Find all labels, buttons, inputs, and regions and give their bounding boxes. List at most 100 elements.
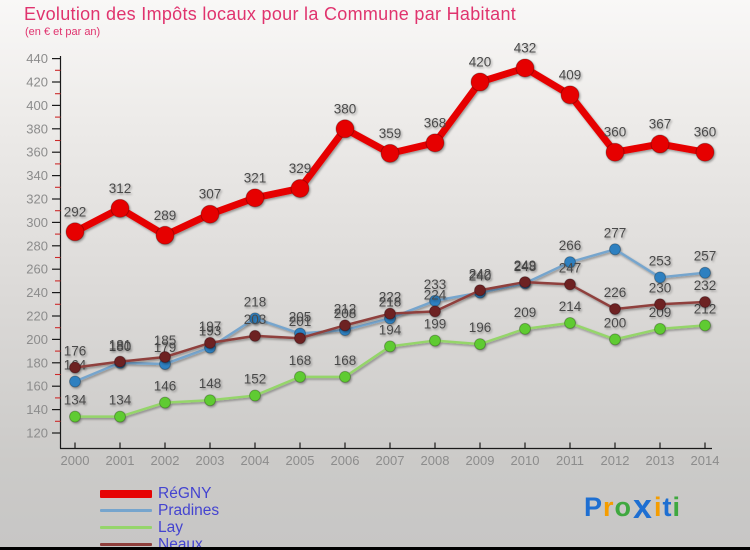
- data-point-Lay-2011: [564, 317, 576, 330]
- data-label-RéGNY-2011: 409: [559, 67, 582, 82]
- data-label-Neaux-2007: 222: [379, 290, 402, 305]
- data-label-Lay-2003: 148: [199, 376, 222, 391]
- data-label-Neaux-2000: 176: [64, 343, 87, 358]
- data-label-Pradines-2003: 193: [199, 324, 222, 339]
- data-point-Lay-2012: [609, 333, 621, 346]
- data-label-Pradines-2004: 218: [244, 294, 267, 309]
- logo-letter: o: [614, 492, 633, 522]
- x-tick-label: 2010: [511, 453, 540, 468]
- logo-letter: P: [584, 492, 604, 522]
- data-label-Neaux-2013: 230: [649, 280, 672, 295]
- y-tick-label: 420: [26, 75, 48, 90]
- data-label-Neaux-2008: 224: [424, 287, 447, 302]
- data-point-RéGNY-2003: [200, 204, 220, 224]
- data-label-Neaux-2012: 226: [604, 285, 627, 300]
- data-point-Neaux-2000: [69, 361, 81, 374]
- data-label-Lay-2002: 146: [154, 379, 177, 394]
- data-label-Lay-2007: 194: [379, 322, 402, 337]
- data-label-Neaux-2002: 185: [154, 333, 177, 348]
- data-point-Neaux-2011: [564, 278, 576, 291]
- data-point-Neaux-2006: [339, 319, 351, 332]
- data-label-RéGNY-2010: 432: [514, 40, 537, 55]
- data-point-Neaux-2007: [384, 307, 396, 320]
- x-tick-label: 2000: [61, 453, 90, 468]
- legend-label: Lay: [158, 518, 183, 536]
- logo-letter: i: [672, 492, 681, 522]
- legend-swatch-pradines: [100, 509, 152, 512]
- data-point-Neaux-2003: [204, 336, 216, 349]
- data-point-Neaux-2013: [654, 298, 666, 311]
- legend: RéGNY Pradines Lay Neaux: [100, 485, 219, 547]
- data-point-Lay-2001: [114, 410, 126, 423]
- data-point-RéGNY-2007: [380, 143, 400, 163]
- data-point-RéGNY-2002: [155, 225, 175, 245]
- data-label-RéGNY-2005: 329: [289, 161, 312, 176]
- data-point-Neaux-2005: [294, 332, 306, 345]
- data-label-Pradines-2005: 205: [289, 310, 312, 325]
- legend-swatch-regny: [100, 489, 152, 498]
- y-tick-label: 180: [26, 355, 48, 370]
- data-point-Neaux-2002: [159, 350, 171, 363]
- data-label-Lay-2004: 152: [244, 372, 267, 387]
- x-tick-label: 2006: [331, 453, 360, 468]
- data-label-Lay-2011: 214: [559, 299, 582, 314]
- data-label-Lay-2012: 200: [604, 315, 627, 330]
- data-point-Neaux-2004: [249, 329, 261, 342]
- data-point-Neaux-2001: [114, 355, 126, 368]
- data-point-Pradines-2000: [69, 375, 81, 388]
- data-label-RéGNY-2008: 368: [424, 115, 447, 130]
- data-label-Neaux-2006: 212: [334, 301, 357, 316]
- data-point-Lay-2009: [474, 338, 486, 351]
- y-tick-label: 120: [26, 426, 48, 441]
- logo-letter: x: [633, 488, 653, 526]
- chart-subtitle: (en € et par an): [25, 26, 101, 38]
- data-point-RéGNY-2011: [560, 85, 580, 105]
- data-label-RéGNY-2004: 321: [244, 170, 267, 185]
- logo-letter: i: [653, 492, 663, 522]
- data-point-Neaux-2008: [429, 305, 441, 318]
- data-point-Lay-2014: [699, 319, 711, 332]
- data-point-Pradines-2012: [609, 243, 621, 256]
- x-tick-label: 2012: [601, 453, 630, 468]
- data-label-RéGNY-2003: 307: [199, 187, 222, 202]
- data-point-RéGNY-2009: [470, 72, 490, 92]
- data-label-Pradines-2011: 266: [559, 238, 582, 253]
- data-point-Lay-2003: [204, 394, 216, 407]
- data-label-RéGNY-2007: 359: [379, 126, 402, 141]
- legend-item-regny: RéGNY: [100, 485, 219, 502]
- y-tick-label: 360: [26, 145, 48, 160]
- data-label-Pradines-2012: 277: [604, 225, 627, 240]
- legend-label: Pradines: [158, 501, 220, 519]
- data-label-RéGNY-2001: 312: [109, 181, 132, 196]
- data-label-Pradines-2008: 233: [424, 277, 447, 292]
- data-label-Pradines-2009: 240: [469, 269, 492, 284]
- data-point-RéGNY-2000: [65, 222, 85, 242]
- data-point-RéGNY-2010: [515, 58, 535, 78]
- legend-item-lay: Lay: [100, 519, 219, 536]
- x-tick-label: 2014: [691, 453, 720, 468]
- data-label-Lay-2009: 196: [469, 320, 492, 335]
- data-label-Lay-2000: 134: [64, 393, 87, 408]
- data-label-Neaux-2011: 247: [559, 260, 582, 275]
- data-label-Lay-2014: 212: [694, 301, 717, 316]
- data-label-Lay-2008: 199: [424, 317, 447, 332]
- y-tick-label: 220: [26, 309, 48, 324]
- y-tick-label: 260: [26, 262, 48, 277]
- data-label-Pradines-2006: 208: [334, 306, 357, 321]
- data-label-Pradines-2002: 179: [154, 340, 177, 355]
- data-label-Neaux-2009: 242: [469, 266, 492, 281]
- data-point-Lay-2004: [249, 389, 261, 402]
- legend-item-pradines: Pradines: [100, 502, 219, 519]
- data-label-Lay-2006: 168: [334, 353, 357, 368]
- y-tick-label: 200: [26, 332, 48, 347]
- data-label-Neaux-2014: 232: [694, 278, 717, 293]
- data-label-RéGNY-2009: 420: [469, 55, 492, 70]
- series-RéGNY: 292 312 289 307 321 329 380 359 368 420 432 409 360 3…: [64, 40, 716, 245]
- data-label-Pradines-2007: 218: [379, 294, 402, 309]
- y-tick-label: 300: [26, 215, 48, 230]
- x-tick-label: 2003: [196, 453, 225, 468]
- series-Neaux: 176 181 185 197 203 201 212 222 224 242 249 247 226 2…: [64, 258, 717, 374]
- axes: 120 140 160 180 200 220 240 260 280 300 320 340 360 3…: [26, 51, 719, 468]
- data-label-RéGNY-2000: 292: [64, 204, 87, 219]
